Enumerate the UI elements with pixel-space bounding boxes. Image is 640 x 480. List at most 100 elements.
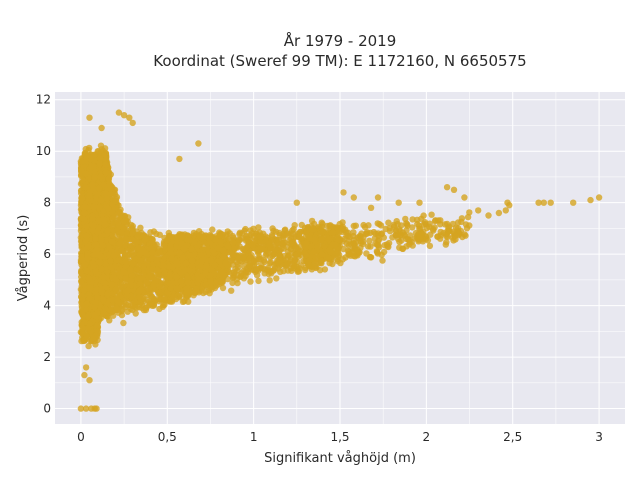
data-point bbox=[159, 303, 166, 310]
data-point bbox=[172, 295, 180, 303]
data-point bbox=[287, 246, 295, 253]
data-point bbox=[127, 277, 134, 285]
data-point bbox=[147, 272, 154, 279]
data-point bbox=[101, 145, 109, 152]
data-point bbox=[250, 225, 257, 232]
data-point bbox=[85, 243, 92, 250]
grid-lines bbox=[55, 92, 625, 424]
data-point bbox=[94, 328, 102, 335]
data-point bbox=[266, 277, 273, 284]
data-point bbox=[116, 209, 123, 216]
data-point bbox=[421, 219, 429, 226]
data-point bbox=[250, 238, 258, 245]
data-point bbox=[367, 253, 374, 261]
data-point bbox=[291, 262, 298, 270]
data-point bbox=[302, 266, 309, 274]
data-point bbox=[238, 235, 245, 242]
data-point bbox=[466, 209, 473, 216]
data-point bbox=[92, 195, 99, 202]
data-point bbox=[178, 269, 185, 276]
data-point bbox=[255, 277, 262, 285]
data-point bbox=[274, 259, 282, 266]
data-point bbox=[92, 235, 99, 242]
data-point bbox=[281, 232, 288, 239]
data-point bbox=[339, 256, 346, 263]
data-point bbox=[318, 257, 325, 265]
data-point bbox=[286, 240, 294, 247]
data-point bbox=[136, 293, 143, 301]
data-point bbox=[94, 322, 101, 329]
data-point bbox=[253, 271, 261, 279]
scatter-points bbox=[77, 109, 603, 412]
data-point bbox=[89, 227, 97, 234]
data-point bbox=[129, 302, 136, 309]
data-point bbox=[83, 300, 91, 307]
data-point bbox=[186, 252, 194, 259]
data-point bbox=[360, 234, 367, 241]
data-point bbox=[267, 259, 274, 266]
data-point bbox=[267, 254, 274, 261]
data-point bbox=[178, 234, 185, 242]
data-point bbox=[228, 287, 235, 294]
data-point bbox=[78, 278, 85, 285]
data-point bbox=[250, 257, 258, 265]
data-point bbox=[156, 231, 163, 238]
data-point bbox=[106, 244, 113, 251]
data-point bbox=[309, 226, 317, 233]
data-point bbox=[385, 239, 393, 247]
data-point bbox=[415, 230, 422, 238]
data-point bbox=[149, 237, 156, 244]
data-point bbox=[420, 212, 427, 219]
data-point bbox=[186, 267, 193, 274]
data-point bbox=[109, 296, 116, 303]
chart-title-line1: År 1979 - 2019 bbox=[284, 31, 397, 50]
data-point bbox=[292, 244, 299, 252]
data-point bbox=[239, 254, 247, 261]
data-point bbox=[160, 242, 167, 250]
data-point bbox=[321, 266, 329, 273]
data-point bbox=[350, 222, 357, 230]
data-point bbox=[209, 226, 216, 233]
data-point bbox=[224, 228, 231, 235]
data-point bbox=[255, 224, 262, 231]
data-point bbox=[397, 231, 404, 239]
data-point bbox=[166, 274, 173, 281]
data-point bbox=[305, 257, 312, 265]
data-point bbox=[329, 229, 337, 236]
data-point bbox=[291, 222, 298, 229]
data-point bbox=[374, 220, 381, 227]
data-point bbox=[396, 238, 403, 245]
data-point bbox=[206, 233, 214, 240]
data-point bbox=[442, 241, 449, 248]
data-point bbox=[224, 243, 232, 250]
data-point bbox=[402, 215, 409, 223]
data-point bbox=[78, 330, 86, 337]
data-point bbox=[94, 228, 102, 236]
data-point bbox=[120, 218, 128, 225]
data-point bbox=[218, 276, 225, 284]
data-point bbox=[127, 282, 134, 289]
data-point bbox=[326, 259, 333, 267]
data-point bbox=[179, 254, 186, 261]
data-point bbox=[118, 311, 126, 319]
data-point bbox=[287, 230, 294, 237]
data-point bbox=[257, 245, 264, 252]
data-point bbox=[240, 275, 248, 282]
data-point bbox=[351, 240, 358, 248]
data-point bbox=[409, 242, 416, 249]
data-point bbox=[112, 197, 119, 205]
data-point bbox=[91, 174, 98, 181]
data-point bbox=[181, 297, 188, 305]
data-point bbox=[272, 228, 280, 235]
data-point bbox=[273, 275, 280, 282]
data-point bbox=[132, 310, 139, 317]
data-point bbox=[209, 247, 217, 254]
data-point bbox=[310, 248, 318, 255]
data-point bbox=[264, 266, 271, 273]
data-point bbox=[200, 233, 207, 240]
data-point bbox=[390, 221, 397, 229]
data-point bbox=[296, 228, 304, 236]
data-point bbox=[160, 262, 167, 269]
data-point bbox=[379, 257, 386, 264]
data-point bbox=[458, 218, 465, 225]
